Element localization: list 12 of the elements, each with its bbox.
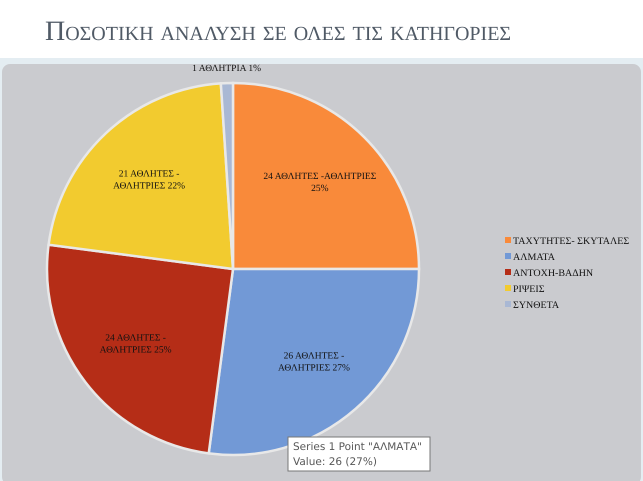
data-label: 24 ΑΘΛΗΤΕΣ -ΑΘΛΗΤΡΙΕΣ 25%: [263, 172, 377, 194]
text: Series 1 Point "ΑΛΜΑΤΑ" Value: 26 (27%): [293, 441, 422, 468]
legend-label: ΑΛΜΑΤΑ: [513, 252, 556, 263]
legend-label: ΤΑΧΥΤΗΤΕΣ- ΣΚΥΤΑΛΕΣ: [513, 236, 630, 247]
data-label: 24 ΑΘΛΗΤΕΣ - ΑΘΛΗΤΡΙΕΣ 25%: [100, 334, 172, 356]
data-label: 21 ΑΘΛΗΤΕΣ - ΑΘΛΗΤΡΙΕΣ 22%: [113, 169, 186, 192]
legend-label: ΑΝΤΟΧΗ-ΒΑΔΗΝ: [513, 268, 594, 279]
legend-label: ΣΥΝΘΕΤΑ: [513, 300, 560, 311]
data-label: 26 ΑΘΛΗΤΕΣ - ΑΘΛΗΤΡΙΕΣ 27%: [278, 351, 350, 374]
chart-title: Ποσοτικη αναλυση σε ολες τις κατηγοριες: [45, 16, 512, 47]
legend-label: ΡΙΨΕΙΣ: [513, 284, 545, 295]
data-label: 1 ΑΘΛΗΤΡΙΑ 1%: [192, 64, 262, 74]
